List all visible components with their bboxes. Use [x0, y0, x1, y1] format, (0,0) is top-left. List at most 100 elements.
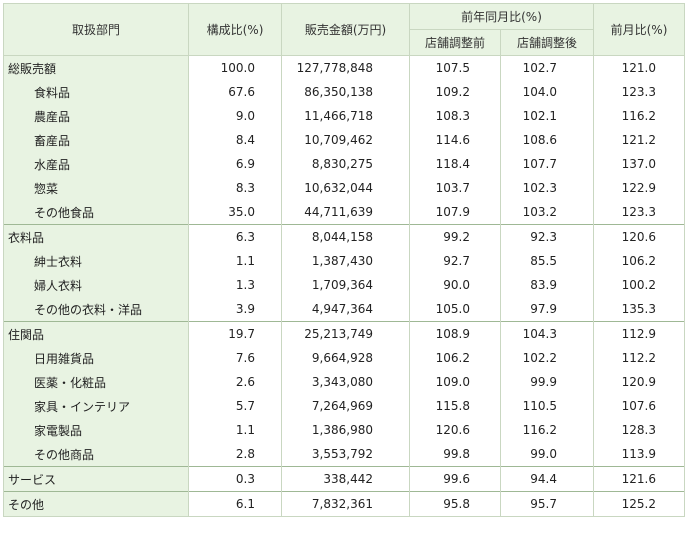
table-row: 医薬・化粧品 2.6 3,343,080 109.0 99.9 120.9	[3, 370, 685, 394]
table-row: 家電製品 1.1 1,386,980 120.6 116.2 128.3	[3, 418, 685, 442]
table-row: 惣菜 8.3 10,632,044 103.7 102.3 122.9	[3, 176, 685, 200]
header-department: 取扱部門	[3, 3, 189, 56]
row-label: 食料品	[3, 80, 189, 104]
share-cell: 1.3	[188, 273, 282, 297]
before-cell: 105.0	[409, 297, 501, 322]
row-label: 惣菜	[3, 176, 189, 200]
amount-cell: 44,711,639	[281, 200, 410, 225]
table-row: 住関品 19.7 25,213,749 108.9 104.3 112.9	[3, 321, 685, 346]
share-cell: 100.0	[188, 55, 282, 80]
table-row: その他の衣料・洋品 3.9 4,947,364 105.0 97.9 135.3	[3, 297, 685, 322]
header-before-adjustment: 店舗調整前	[409, 29, 501, 56]
share-cell: 19.7	[188, 321, 282, 346]
after-cell: 116.2	[500, 418, 594, 442]
mom-cell: 135.3	[593, 297, 685, 322]
after-cell: 97.9	[500, 297, 594, 322]
header-row-top: 取扱部門 構成比(%) 販売金額(万円) 前年同月比(%) 前月比(%)	[3, 3, 685, 56]
mom-cell: 137.0	[593, 152, 685, 176]
mom-cell: 106.2	[593, 249, 685, 273]
share-cell: 8.3	[188, 176, 282, 200]
after-cell: 102.2	[500, 346, 594, 370]
row-label: その他食品	[3, 200, 189, 225]
table-row: 総販売額 100.0 127,778,848 107.5 102.7 121.0	[3, 55, 685, 80]
amount-cell: 10,632,044	[281, 176, 410, 200]
share-cell: 2.8	[188, 442, 282, 467]
table-row: 畜産品 8.4 10,709,462 114.6 108.6 121.2	[3, 128, 685, 152]
mom-cell: 121.2	[593, 128, 685, 152]
table-row: 婦人衣料 1.3 1,709,364 90.0 83.9 100.2	[3, 273, 685, 297]
after-cell: 92.3	[500, 224, 594, 249]
amount-cell: 3,553,792	[281, 442, 410, 467]
header-row-sub: 店舗調整前 店舗調整後	[4, 29, 685, 56]
mom-cell: 121.6	[593, 466, 685, 492]
mom-cell: 112.2	[593, 346, 685, 370]
before-cell: 109.0	[409, 370, 501, 394]
before-cell: 95.8	[409, 491, 501, 517]
table-row: その他商品 2.8 3,553,792 99.8 99.0 113.9	[3, 442, 685, 467]
amount-cell: 127,778,848	[281, 55, 410, 80]
row-label: サービス	[3, 466, 189, 492]
before-cell: 92.7	[409, 249, 501, 273]
mom-cell: 100.2	[593, 273, 685, 297]
row-label: 住関品	[3, 321, 189, 346]
amount-cell: 1,387,430	[281, 249, 410, 273]
table-header: 取扱部門 構成比(%) 販売金額(万円) 前年同月比(%) 前月比(%) 店舗調…	[3, 3, 685, 56]
amount-cell: 7,264,969	[281, 394, 410, 418]
before-cell: 90.0	[409, 273, 501, 297]
sales-table: 取扱部門 構成比(%) 販売金額(万円) 前年同月比(%) 前月比(%) 店舗調…	[3, 3, 685, 517]
amount-cell: 10,709,462	[281, 128, 410, 152]
table-row: 日用雑貨品 7.6 9,664,928 106.2 102.2 112.2	[3, 346, 685, 370]
row-label: 衣料品	[3, 224, 189, 249]
before-cell: 107.5	[409, 55, 501, 80]
after-cell: 104.3	[500, 321, 594, 346]
header-after-adjustment: 店舗調整後	[500, 29, 594, 56]
share-cell: 1.1	[188, 418, 282, 442]
before-cell: 99.8	[409, 442, 501, 467]
row-label: 家電製品	[3, 418, 189, 442]
share-cell: 67.6	[188, 80, 282, 104]
after-cell: 99.9	[500, 370, 594, 394]
table-row: 家具・インテリア 5.7 7,264,969 115.8 110.5 107.6	[3, 394, 685, 418]
after-cell: 102.3	[500, 176, 594, 200]
amount-cell: 4,947,364	[281, 297, 410, 322]
share-cell: 0.3	[188, 466, 282, 492]
row-label: 婦人衣料	[3, 273, 189, 297]
amount-cell: 1,709,364	[281, 273, 410, 297]
row-label: その他の衣料・洋品	[3, 297, 189, 322]
mom-cell: 120.6	[593, 224, 685, 249]
after-cell: 85.5	[500, 249, 594, 273]
amount-cell: 86,350,138	[281, 80, 410, 104]
before-cell: 107.9	[409, 200, 501, 225]
row-label: 家具・インテリア	[3, 394, 189, 418]
before-cell: 108.9	[409, 321, 501, 346]
row-label: 水産品	[3, 152, 189, 176]
before-cell: 114.6	[409, 128, 501, 152]
table-row: その他食品 35.0 44,711,639 107.9 103.2 123.3	[3, 200, 685, 225]
before-cell: 109.2	[409, 80, 501, 104]
share-cell: 7.6	[188, 346, 282, 370]
header-mom: 前月比(%)	[593, 3, 685, 56]
table-row: サービス 0.3 338,442 99.6 94.4 121.6	[3, 466, 685, 492]
after-cell: 107.7	[500, 152, 594, 176]
before-cell: 118.4	[409, 152, 501, 176]
table-row: 水産品 6.9 8,830,275 118.4 107.7 137.0	[3, 152, 685, 176]
after-cell: 83.9	[500, 273, 594, 297]
share-cell: 6.9	[188, 152, 282, 176]
after-cell: 103.2	[500, 200, 594, 225]
amount-cell: 25,213,749	[281, 321, 410, 346]
table-row: 衣料品 6.3 8,044,158 99.2 92.3 120.6	[3, 224, 685, 249]
mom-cell: 128.3	[593, 418, 685, 442]
share-cell: 6.3	[188, 224, 282, 249]
mom-cell: 113.9	[593, 442, 685, 467]
before-cell: 106.2	[409, 346, 501, 370]
table-row: 農産品 9.0 11,466,718 108.3 102.1 116.2	[3, 104, 685, 128]
row-label: 医薬・化粧品	[3, 370, 189, 394]
mom-cell: 123.3	[593, 80, 685, 104]
after-cell: 102.7	[500, 55, 594, 80]
row-label: その他	[3, 491, 189, 517]
row-label: 農産品	[3, 104, 189, 128]
mom-cell: 116.2	[593, 104, 685, 128]
header-amount: 販売金額(万円)	[281, 3, 410, 56]
share-cell: 8.4	[188, 128, 282, 152]
share-cell: 6.1	[188, 491, 282, 517]
